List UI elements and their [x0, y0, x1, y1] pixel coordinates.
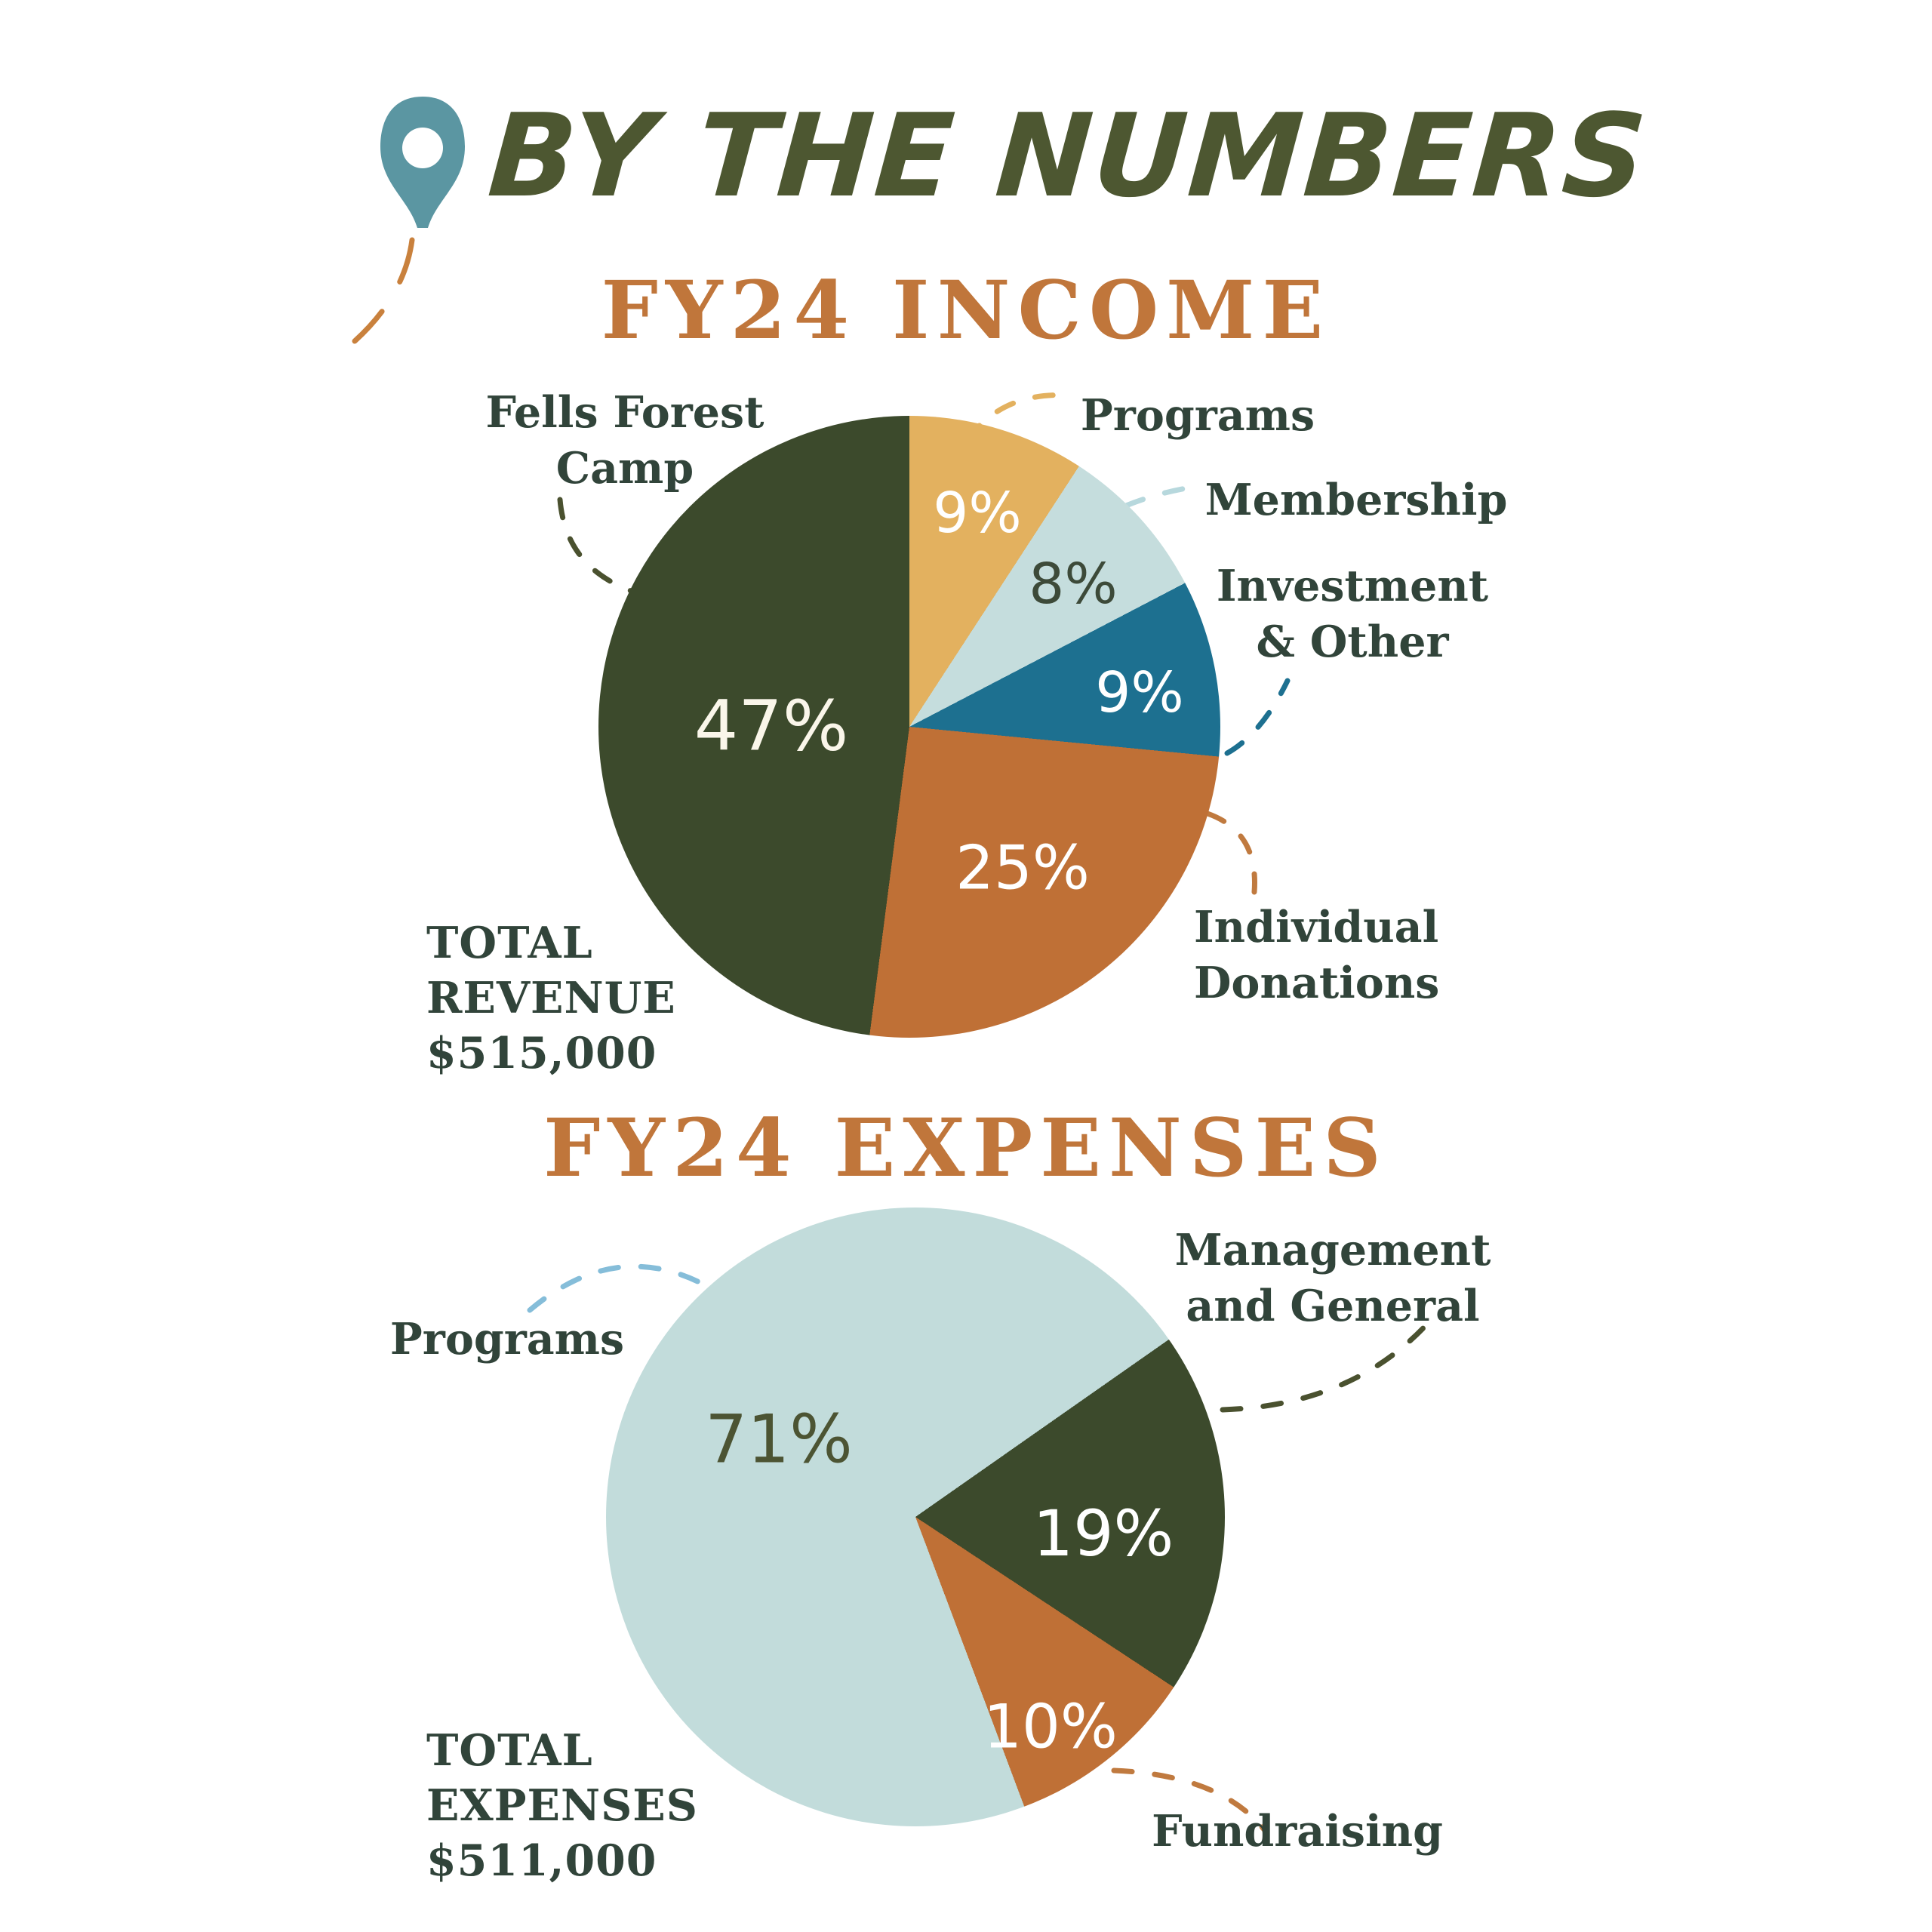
individual-donations-leader-line: [1204, 811, 1257, 895]
fundraising-label: Fundraising: [1152, 1806, 1443, 1857]
membership-label: Membership: [1204, 475, 1508, 525]
slice-value-label: 47%: [694, 685, 849, 767]
slice-value-label: 71%: [705, 1400, 853, 1478]
map-pin-icon: [380, 97, 465, 228]
individual-donations-label: Individual Donations: [1194, 902, 1440, 1009]
management-general-label: Management and General: [1174, 1225, 1491, 1332]
slice-value-label: 9%: [933, 481, 1022, 546]
programs-income-label: Programs: [1080, 390, 1315, 441]
expenses-section-title: FY24 EXPENSES: [543, 1100, 1389, 1195]
investment-other-leader-line: [1224, 678, 1291, 756]
total-revenue-label: TOTAL REVENUE $515,000: [426, 918, 676, 1078]
programs-expenses-leader-line: [527, 1263, 712, 1313]
income-section-title: FY24 INCOME: [601, 263, 1331, 357]
page-title: BY THE NUMBERS: [484, 89, 1652, 223]
total-expenses-label: TOTAL EXPENSES $511,000: [426, 1725, 698, 1886]
slice-value-label: 10%: [983, 1691, 1118, 1762]
income-pie-chart: [598, 416, 1220, 1038]
slice-value-label: 9%: [1095, 660, 1184, 725]
programs-expenses-label: Programs: [389, 1314, 625, 1364]
slice-value-label: 25%: [955, 832, 1090, 903]
fells-forest-camp-label: Fells Forest Camp: [485, 387, 764, 494]
membership-leader-line: [1123, 483, 1204, 509]
slice-value-label: 8%: [1029, 552, 1118, 617]
slice-value-label: 19%: [1032, 1497, 1174, 1571]
expenses-pie-chart: [606, 1208, 1225, 1826]
investment-other-label: Investment & Other: [1216, 561, 1489, 668]
